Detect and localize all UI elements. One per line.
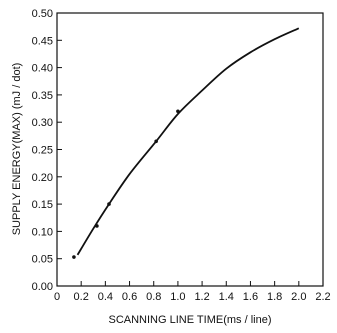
data-layer (72, 27, 300, 259)
x-tick-label: 1.6 (243, 291, 258, 303)
x-tick-label: 1.2 (194, 291, 209, 303)
x-tick-label: 1.4 (219, 291, 234, 303)
x-tick-label: 1.8 (267, 291, 282, 303)
data-point (107, 202, 111, 206)
y-axis-label: SUPPLY ENERGY(MAX) (mJ / dot) (11, 63, 23, 236)
x-tick-label: 0 (54, 291, 60, 303)
data-point (95, 224, 99, 228)
x-tick-label: 0.2 (74, 291, 89, 303)
y-tick-label: 0.05 (32, 254, 53, 266)
ticks-layer: 0 0.2 0.4 0.6 0.8 1.0 1.2 1.4 1.6 1.8 2.0 2.2 0.00 0.… (32, 8, 331, 303)
data-point (176, 109, 180, 114)
y-tick-label: 0.45 (32, 35, 53, 47)
y-tick-label: 0.20 (32, 172, 53, 184)
y-tick-label: 0.40 (32, 63, 53, 75)
y-tick-label: 0.10 (32, 226, 53, 238)
y-tick-label: 0.35 (32, 90, 53, 102)
x-tick-label: 1.0 (170, 291, 185, 303)
y-tick-label: 0.30 (32, 117, 53, 129)
x-tick-label: 2.0 (291, 291, 306, 303)
x-axis-label: SCANNING LINE TIME(ms / line) (109, 314, 272, 326)
x-tick-label: 2.2 (315, 291, 330, 303)
supply-energy-curve (76, 27, 300, 256)
x-tick-label: 0.4 (98, 291, 113, 303)
y-tick-label: 0.50 (32, 8, 53, 20)
y-tick-label: 0.25 (32, 145, 53, 157)
data-point (154, 139, 158, 144)
data-point (72, 255, 76, 259)
y-tick-label: 0.15 (32, 199, 53, 211)
x-tick-label: 0.6 (122, 291, 137, 303)
plot-frame (56, 12, 324, 287)
y-tick-label: 0.00 (32, 281, 53, 293)
x-tick-label: 0.8 (146, 291, 161, 303)
